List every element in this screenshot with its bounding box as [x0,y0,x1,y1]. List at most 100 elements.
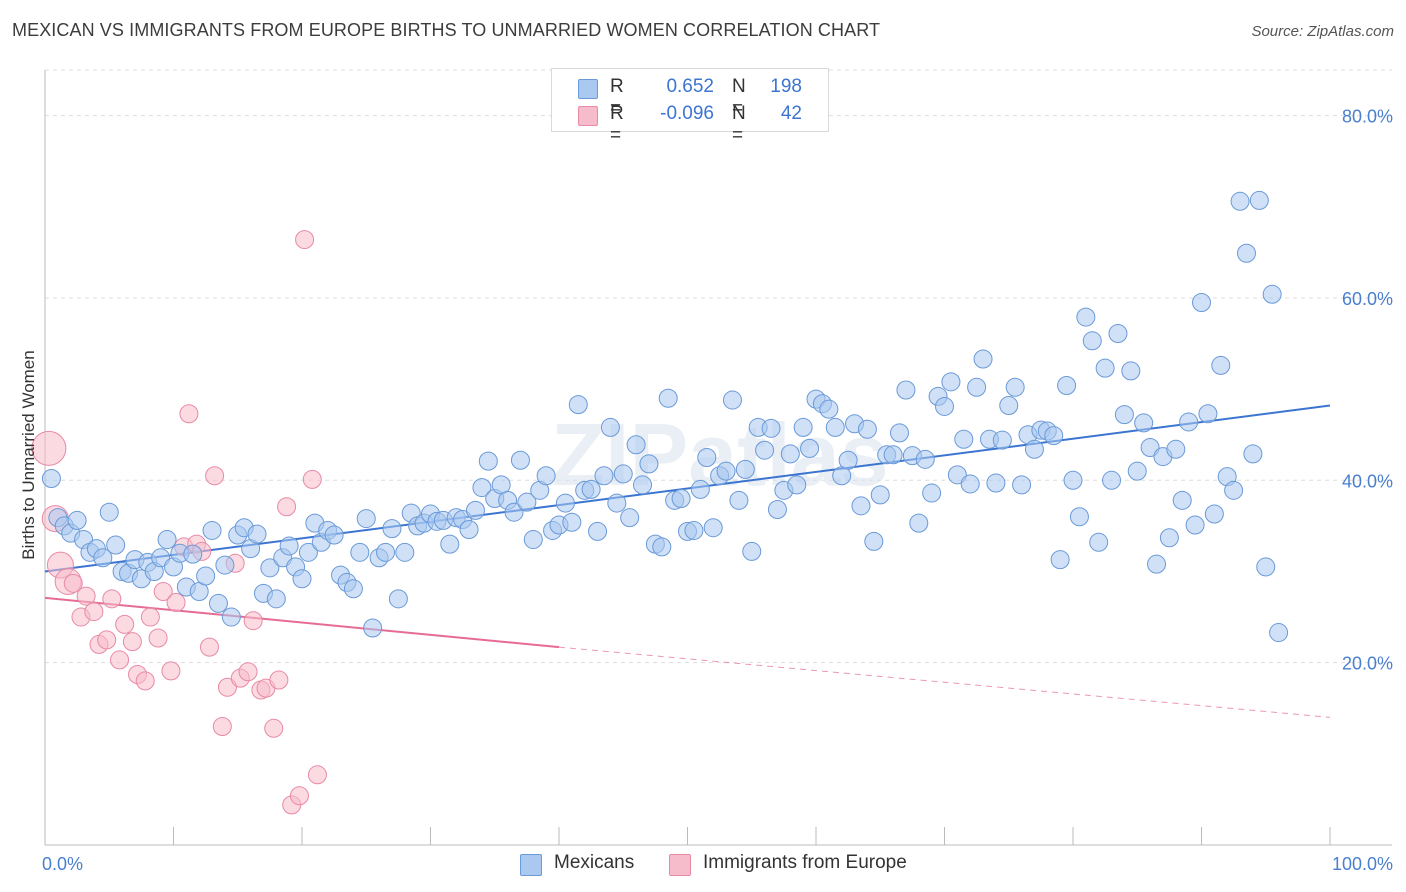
europe-point [63,573,83,593]
mexicans-point [208,593,228,613]
mexicans-point [67,510,87,530]
mexicans-point [1134,413,1154,433]
y-tick-label: 80.0% [1342,107,1393,127]
mexicans-point [767,499,787,519]
mexicans-point [395,542,415,562]
mexicans-point [722,390,742,410]
europe-point [199,637,219,657]
series-label-europe: Immigrants from Europe [703,852,907,873]
mexicans-points [41,190,1289,643]
europe-point [295,230,315,250]
mexicans-point [536,466,556,486]
mexicans-point [298,542,318,562]
mexicans-point [800,438,820,458]
mexicans-point [1121,361,1141,381]
legend-r-label: R = [610,103,624,146]
mexicans-point [703,518,723,538]
mexicans-point [620,508,640,528]
mexicans-point [1236,243,1256,263]
mexicans-point [1179,412,1199,432]
mexicans-point [350,542,370,562]
mexicans-point [613,464,633,484]
europe-point [161,661,181,681]
mexicans-point [626,435,646,455]
europe-point [31,430,67,466]
mexicans-point [986,473,1006,493]
europe-point [264,718,284,738]
mexicans-point [510,450,530,470]
europe-trend-line [44,596,560,649]
mexicans-point [1243,444,1263,464]
mexicans-point [857,419,877,439]
mexicans-point [555,493,575,513]
europe-point [217,677,237,697]
mexicans-point [279,536,299,556]
legend-n-value: 198 [770,76,802,97]
mexicans-point [41,468,61,488]
mexicans-point [581,479,601,499]
mexicans-point [388,589,408,609]
mexicans-point [633,475,653,495]
mexicans-point [992,430,1012,450]
mexicans-point [697,448,717,467]
mexicans-point [1108,324,1128,343]
europe-point [135,671,155,691]
mexicans-point [607,493,627,513]
mexicans-point [1114,405,1134,425]
mexicans-point [973,349,993,369]
europe-point [212,716,232,736]
europe-point [277,497,297,517]
legend-r-value: -0.096 [660,103,714,124]
europe-point [166,592,186,612]
mexicans-point [1211,355,1231,375]
mexicans-point [935,396,954,416]
mexicans-point [716,461,736,481]
mexicans-point [729,490,749,510]
mexicans-point [1024,439,1044,459]
mexicans-point [1050,550,1070,570]
europe-points [31,230,327,815]
europe-point [76,586,96,606]
legend-n-value: 42 [780,103,802,124]
mexicans-point [1005,377,1025,397]
europe-point [153,582,173,602]
mexicans-point [1172,490,1192,510]
mexicans-point [1198,404,1218,424]
x-tick-label: 100.0% [1332,854,1393,874]
mexicans-point [1127,461,1147,481]
mexicans-point [941,372,961,392]
mexicans-point [157,530,177,550]
mexicans-point [825,417,845,437]
mexicans-point [183,544,203,564]
legend-r-value: 0.652 [666,76,714,97]
mexicans-point [735,459,755,479]
europe-point [140,607,160,627]
y-tick-label: 40.0% [1342,471,1393,491]
mexicans-point [99,502,119,522]
mexicans-point [1063,470,1083,490]
mexicans-point [1269,623,1289,643]
mexicans-point [896,380,916,400]
mexicans-point [870,485,890,505]
mexicans-point [1262,284,1282,304]
y-tick-label: 20.0% [1342,654,1393,674]
mexicans-point [196,566,216,586]
mexicans-point [684,520,704,540]
mexicans-point [999,396,1019,416]
mexicans-trend-line [44,404,1331,573]
mexicans-point [819,399,839,419]
mexicans-point [1230,191,1250,211]
mexicans-point [151,548,171,568]
mexicans-point [1166,439,1186,459]
mexicans-point [922,483,942,503]
swatch-mexicans [520,854,542,876]
mexicans-point [967,377,987,397]
europe-point [110,650,130,670]
y-axis-label: Births to Unmarried Women [19,350,38,559]
mexicans-point [376,542,396,562]
mexicans-point [652,537,672,557]
europe-point [148,628,168,648]
swatch-europe [669,854,691,876]
legend-n-label: N = [732,103,746,146]
